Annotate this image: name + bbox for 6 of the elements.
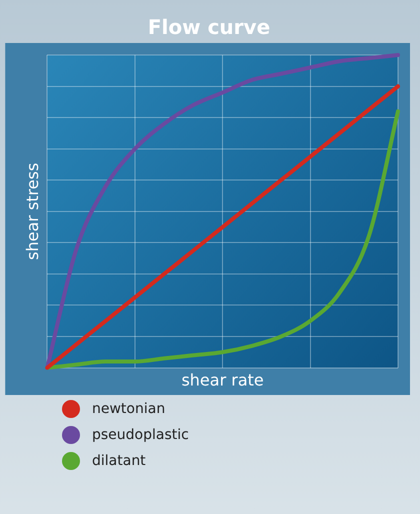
legend-label: dilatant [92,453,146,469]
legend-label: newtonian [92,401,166,417]
legend-label: pseudoplastic [92,427,189,443]
x-axis-title: shear rate [181,370,264,390]
chart-title: Flow curve [148,15,270,40]
y-axis-title: shear stress [22,162,42,260]
